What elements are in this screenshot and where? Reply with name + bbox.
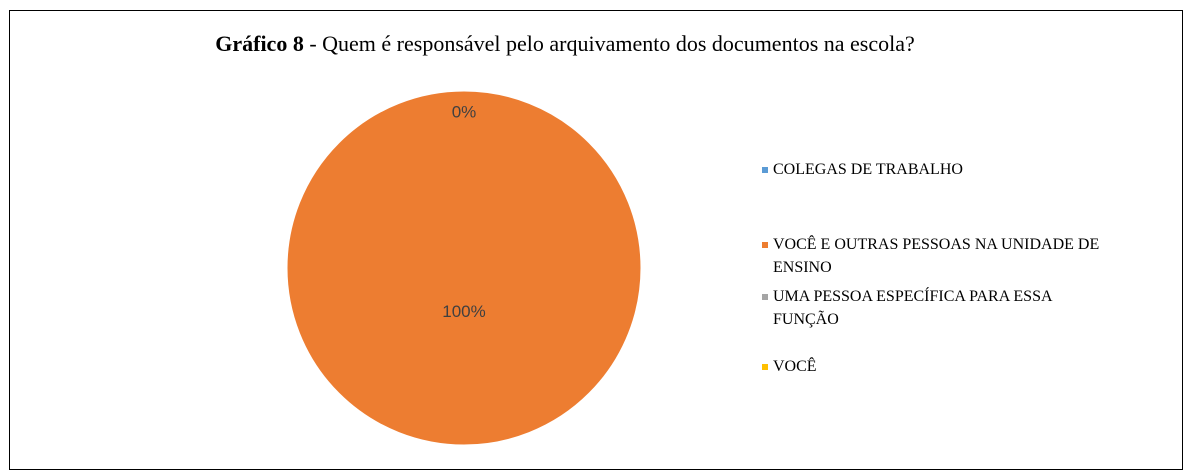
data-label: 0% — [452, 103, 477, 122]
page: {"chart_data": {"type": "pie", "title_bo… — [9, 10, 1183, 470]
legend-swatch — [762, 167, 768, 173]
legend-swatch — [762, 242, 768, 248]
legend-label: COLEGAS DE TRABALHO — [773, 161, 963, 178]
title-bold: Gráfico 8 — [215, 31, 304, 56]
legend-item: VOCÊ E OUTRAS PESSOAS NA UNIDADE DE ENSI… — [762, 233, 1107, 279]
pie-slice — [284, 88, 644, 448]
legend-item: UMA PESSOA ESPECÍFICA PARA ESSA FUNÇÃO — [762, 285, 1107, 331]
legend-item: COLEGAS DE TRABALHO — [762, 158, 1107, 181]
legend-swatch — [762, 364, 768, 370]
chart: 0% 100% — [284, 88, 644, 448]
legend-label: UMA PESSOA ESPECÍFICA PARA ESSA FUNÇÃO — [773, 288, 1052, 328]
title-text: - Quem é responsável pelo arquivamento d… — [309, 31, 915, 56]
legend-label: VOCÊ — [773, 358, 817, 375]
legend-label: VOCÊ E OUTRAS PESSOAS NA UNIDADE DE ENSI… — [773, 236, 1100, 276]
data-label: 100% — [442, 302, 485, 321]
legend-swatch — [762, 294, 768, 300]
legend-item: VOCÊ — [762, 355, 1107, 378]
chart-title: Gráfico 8 - Quem é responsável pelo arqu… — [140, 30, 990, 57]
